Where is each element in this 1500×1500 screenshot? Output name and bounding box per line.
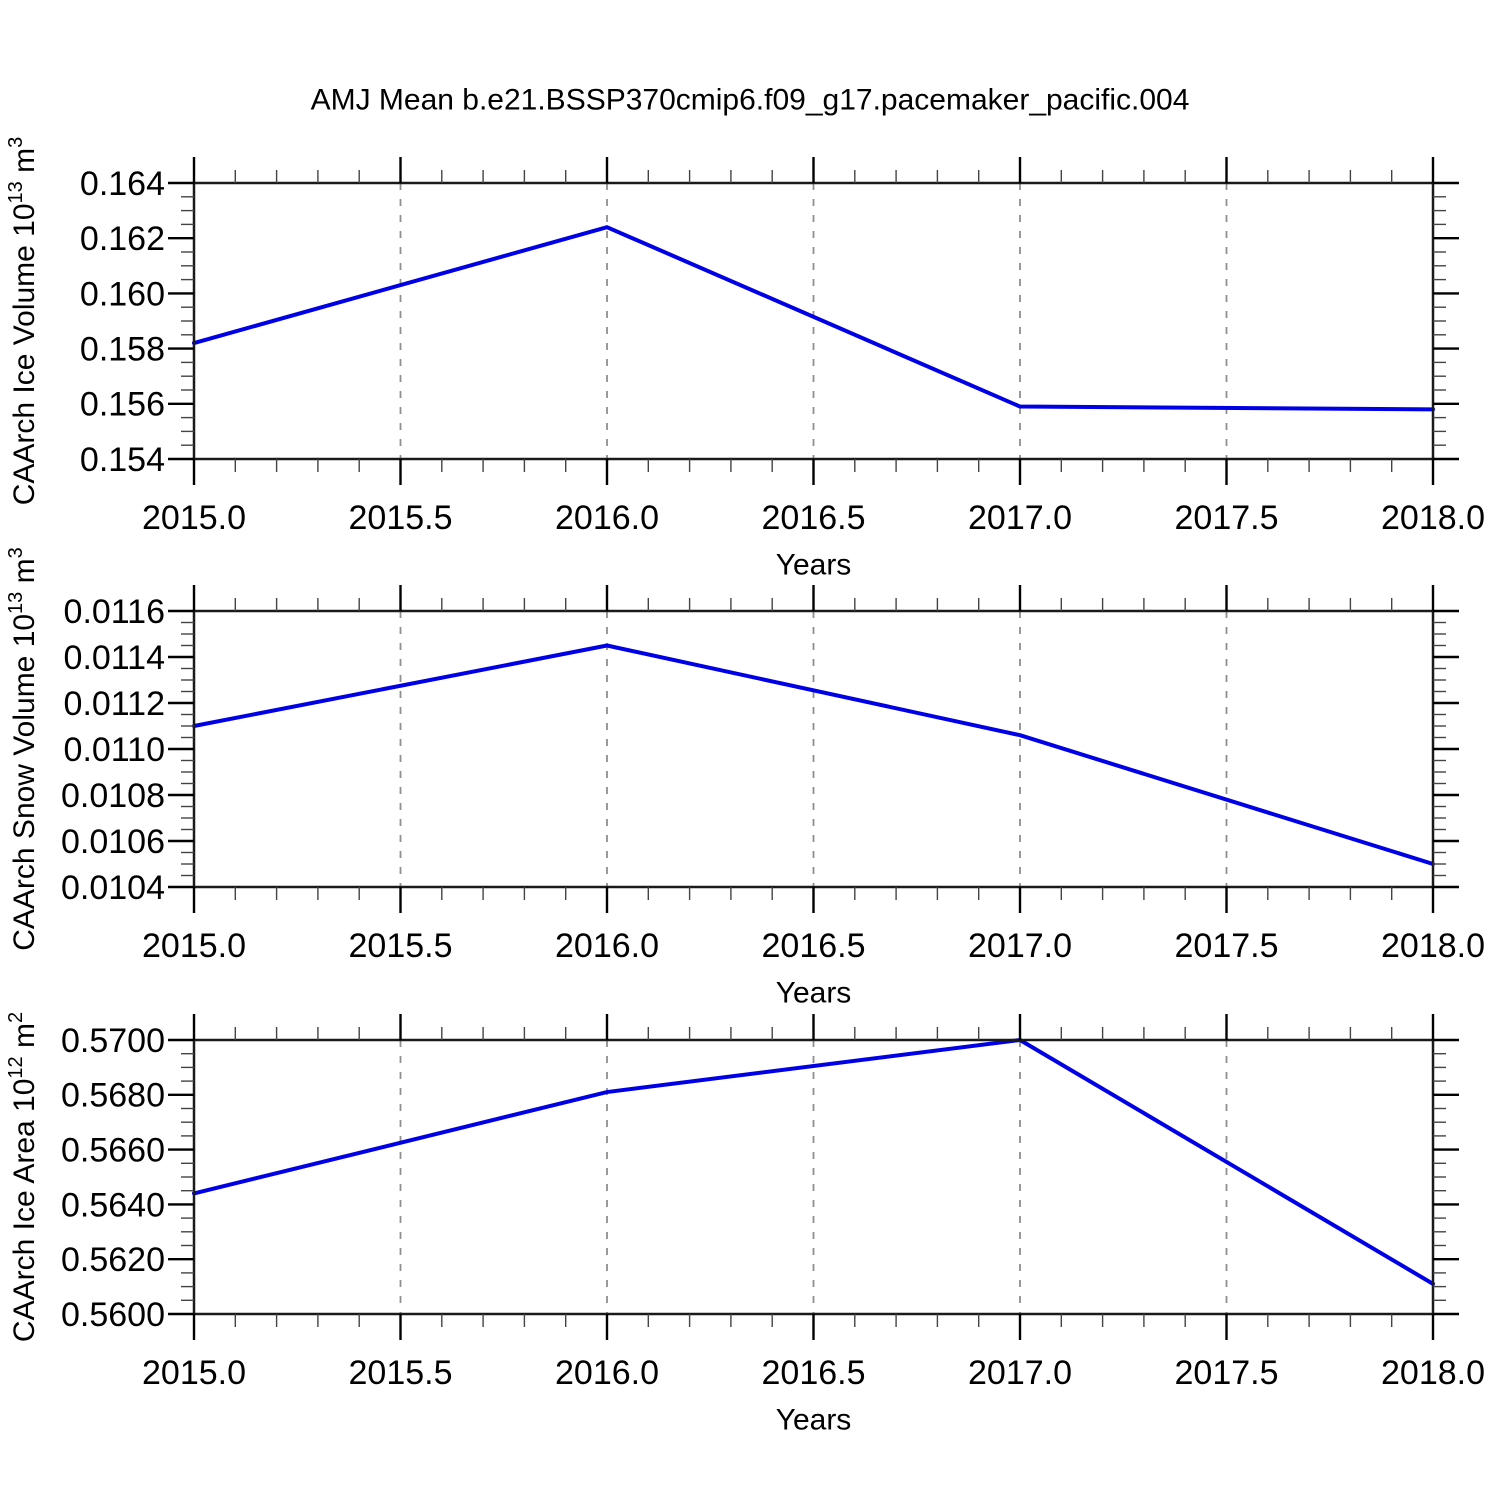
ice-volume-panel: 2015.0 2015.5 2016.0 2016.5 2017.0 2017.5 2018… [5, 137, 1485, 582]
x-tick-label: 2016.0 [555, 499, 659, 537]
data-line [192, 1038, 1435, 1286]
y-tick-label: 0.0114 [64, 639, 165, 677]
y-tick-label: 0.5600 [61, 1296, 165, 1334]
y-axis-title: CAArch Ice Area 1012 m2 [5, 1012, 41, 1342]
figure-title: AMJ Mean b.e21.BSSP370cmip6.f09_g17.pace… [311, 84, 1190, 117]
x-axis-title: Years [776, 1404, 852, 1437]
x-tick-label: 2015.5 [349, 927, 453, 965]
x-tick-label: 2018.0 [1381, 499, 1485, 537]
x-tick-label: 2016.5 [762, 927, 866, 965]
y-tick-label: 0.0110 [64, 731, 165, 769]
y-tick-label: 0.0106 [61, 823, 165, 861]
x-tick-label: 2016.5 [762, 1354, 866, 1392]
x-tick-label: 2017.5 [1175, 499, 1279, 537]
snow-volume-panel: 2015.0 2015.5 2016.0 2016.5 2017.0 2017.5 2018… [5, 547, 1485, 1009]
y-tick-label: 0.158 [80, 331, 165, 369]
plot-frame [192, 181, 1435, 461]
y-tick-label: 0.0104 [61, 869, 165, 907]
y-tick-label: 0.5640 [61, 1186, 165, 1224]
x-tick-label: 2017.5 [1175, 1354, 1279, 1392]
y-axis-title: CAArch Snow Volume 1013 m3 [5, 547, 41, 951]
ice-area-panel: 2015.0 2015.5 2016.0 2016.5 2017.0 2017.5 2018… [5, 1012, 1485, 1437]
x-tick-label: 2015.5 [349, 1354, 453, 1392]
y-tick-label: 0.5620 [61, 1241, 165, 1279]
y-tick-label: 0.160 [80, 275, 165, 313]
y-axis-title: CAArch Ice Volume 1013 m3 [5, 137, 41, 506]
y-tick-label: 0.5680 [61, 1077, 165, 1115]
x-tick-label: 2017.0 [968, 499, 1072, 537]
x-tick-label: 2016.5 [762, 499, 866, 537]
x-tick-label: 2018.0 [1381, 1354, 1485, 1392]
x-tick-label: 2015.0 [142, 499, 246, 537]
y-tick-label: 0.0116 [64, 593, 165, 631]
x-tick-label: 2017.0 [968, 927, 1072, 965]
y-tick-label: 0.0108 [61, 777, 165, 815]
plot-frame [192, 609, 1435, 889]
y-tick-label: 0.162 [80, 220, 165, 258]
x-axis-title: Years [776, 977, 852, 1010]
data-line [192, 643, 1435, 866]
y-tick-label: 0.164 [80, 165, 165, 203]
x-tick-label: 2016.0 [555, 1354, 659, 1392]
y-tick-label: 0.0112 [64, 685, 165, 723]
x-tick-label: 2015.0 [142, 1354, 246, 1392]
y-tick-label: 0.156 [80, 386, 165, 424]
y-tick-label: 0.5660 [61, 1132, 165, 1170]
x-tick-label: 2015.5 [349, 499, 453, 537]
x-tick-label: 2016.0 [555, 927, 659, 965]
data-line [192, 225, 1435, 412]
x-tick-label: 2018.0 [1381, 927, 1485, 965]
y-tick-label: 0.5700 [61, 1022, 165, 1060]
y-tick-label: 0.154 [80, 441, 165, 479]
x-tick-label: 2017.5 [1175, 927, 1279, 965]
plot-frame [192, 1038, 1435, 1316]
x-axis-title: Years [776, 549, 852, 582]
x-tick-label: 2015.0 [142, 927, 246, 965]
x-tick-label: 2017.0 [968, 1354, 1072, 1392]
